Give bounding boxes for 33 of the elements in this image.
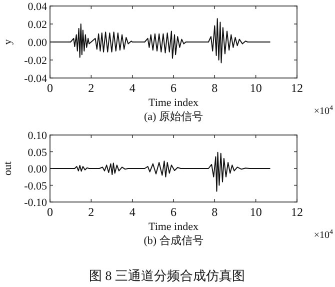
x-tick-label: 0 <box>47 205 53 219</box>
x-tick-label: 8 <box>212 205 218 219</box>
x-tick-label: 10 <box>250 81 262 95</box>
y-tick-label: 0.04 <box>28 1 48 13</box>
x-axis-title: Time index <box>148 97 200 109</box>
y-tick-label: -0.04 <box>24 73 48 85</box>
text: ×10$^{4}$ <box>314 228 334 241</box>
text: ×10$^{4}$ <box>314 104 334 117</box>
caption: 图 8 三通道分频合成仿真图 <box>89 268 245 283</box>
x-tick-label: 12 <box>291 81 303 95</box>
x-tick-label: 4 <box>129 81 136 95</box>
text: (a) 原始信号 <box>144 111 203 123</box>
x-tick-label: 6 <box>170 81 176 95</box>
x-tick-label: 6 <box>170 205 176 219</box>
y-axis-title: y <box>2 38 14 45</box>
x-tick-label: 2 <box>88 205 94 219</box>
y-tick-label: 0.02 <box>28 19 47 31</box>
x-tick-label: 10 <box>250 205 262 219</box>
y-tick-label: 0.00 <box>28 164 48 176</box>
text: (b) 合成信号 <box>144 234 204 247</box>
y-tick-label: -0.10 <box>24 197 48 209</box>
x-axis-title: Time index <box>148 221 200 233</box>
x-tick-label: 2 <box>88 81 94 95</box>
x-tick-label: 8 <box>212 81 218 95</box>
x-tick-label: 0 <box>47 81 53 95</box>
y-tick-label: 0.05 <box>28 146 48 159</box>
x-tick-label: 12 <box>291 205 303 219</box>
x-tick-label: 4 <box>129 205 136 219</box>
y-tick-label: -0.02 <box>24 55 47 67</box>
y-tick-label: -0.05 <box>24 180 48 192</box>
y-tick-label: 0.10 <box>28 130 48 142</box>
y-tick-label: 0.00 <box>28 37 48 49</box>
y-axis-title: out <box>2 161 14 176</box>
